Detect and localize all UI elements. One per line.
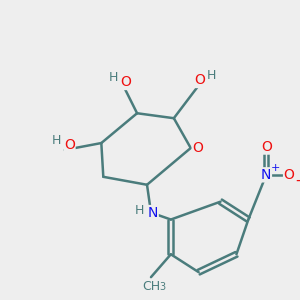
Text: N: N — [261, 168, 272, 182]
Text: -: - — [295, 172, 300, 187]
Text: 3: 3 — [159, 282, 165, 292]
Text: H: H — [52, 134, 61, 147]
Text: O: O — [194, 74, 205, 88]
Text: O: O — [192, 141, 203, 155]
Text: O: O — [64, 138, 75, 152]
Text: O: O — [284, 168, 295, 182]
Text: H: H — [134, 204, 144, 217]
Text: N: N — [148, 206, 158, 220]
Text: +: + — [271, 163, 280, 173]
Text: H: H — [109, 71, 118, 84]
Text: O: O — [261, 140, 272, 154]
Text: O: O — [121, 76, 132, 89]
Text: CH: CH — [142, 280, 160, 292]
Text: H: H — [207, 69, 216, 82]
